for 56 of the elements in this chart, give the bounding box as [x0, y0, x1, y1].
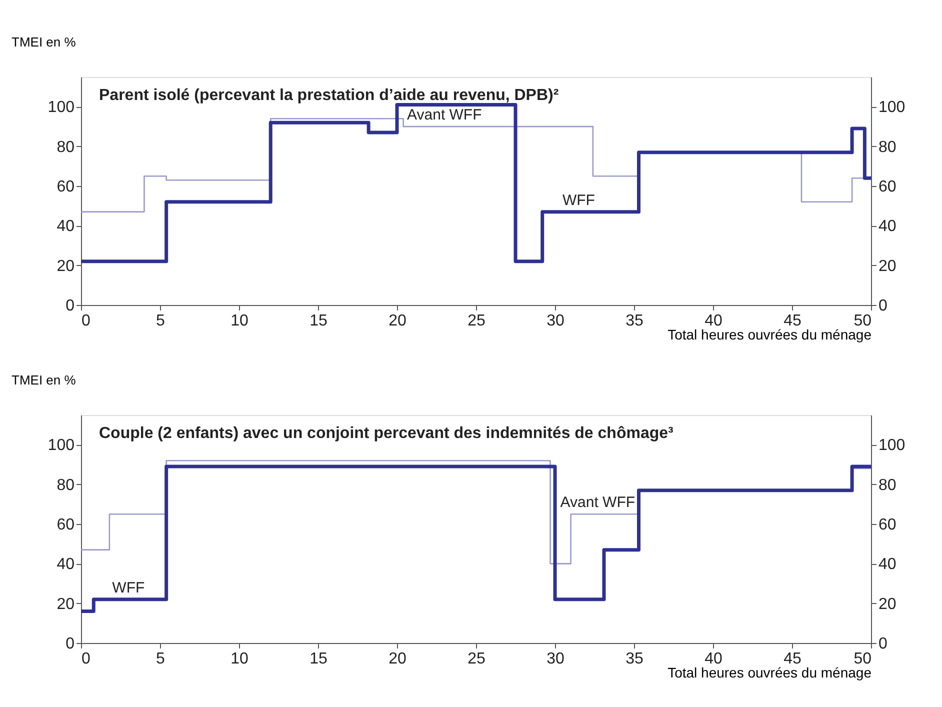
x-tick-label: 45	[784, 312, 802, 330]
y2-tick-label: 80	[878, 476, 896, 494]
x-tick-label: 45	[784, 650, 802, 668]
y-tick-label: 60	[56, 516, 75, 534]
y-tick-label: 0	[66, 298, 75, 314]
x-tick-label: 25	[468, 312, 486, 330]
x-tick-label: 0	[82, 312, 90, 330]
x-axis-title: Total heures ouvrées du ménage	[668, 326, 872, 342]
x-tick-label: 5	[156, 650, 166, 668]
annotation: Avant WFF	[560, 494, 636, 512]
x-tick-label: 0	[82, 650, 90, 668]
x-tick-label: 20	[388, 312, 406, 330]
y2-tick-label: 80	[878, 138, 896, 156]
y2-tick-label: 100	[878, 437, 906, 454]
y-tick-label: 20	[56, 258, 75, 275]
x-tick-label: 35	[626, 312, 644, 330]
annotation: WFF	[562, 192, 595, 209]
y2-tick-label: 60	[878, 516, 896, 534]
x-tick-label: 30	[546, 312, 564, 330]
y2-tick-label: 20	[878, 258, 896, 275]
y-tick-label: 80	[56, 476, 75, 494]
x-tick-label: 25	[468, 650, 486, 668]
y-tick-label: 0	[66, 636, 75, 652]
x-tick-label: 50	[854, 650, 872, 668]
y2-tick-label: 0	[878, 298, 888, 314]
annotation: Avant WFF	[407, 106, 482, 124]
x-tick-label: 5	[156, 312, 166, 330]
x-tick-label: 35	[626, 650, 644, 668]
x-axis-title: Total heures ouvrées du ménage	[668, 664, 872, 680]
x-tick-label: 10	[230, 312, 248, 330]
y-axis-title: TMEI en %	[12, 34, 76, 50]
x-tick-label: 30	[546, 650, 564, 668]
y-tick-label: 100	[48, 99, 75, 116]
y-tick-label: 100	[48, 437, 75, 454]
x-tick-label: 20	[388, 650, 406, 668]
y2-tick-label: 40	[878, 218, 896, 236]
x-tick-label: 10	[230, 650, 248, 668]
text: Couple (2 enfants) avec un conjoint percevant des indemnités de chômage³	[99, 425, 674, 442]
x-tick-label: 50	[854, 312, 872, 330]
y2-tick-label: 20	[878, 596, 896, 613]
y-tick-label: 40	[56, 556, 75, 574]
text: Parent isolé (percevant la prestation d’aide au revenu, DPB)²	[99, 87, 559, 104]
x-tick-label: 40	[704, 312, 722, 330]
annotation: WFF	[112, 579, 145, 596]
y-axis-title: TMEI en %	[12, 372, 76, 388]
y2-tick-label: 0	[878, 636, 888, 652]
y-tick-label: 60	[56, 178, 75, 196]
x-tick-label: 40	[704, 650, 722, 668]
x-tick-label: 15	[310, 650, 328, 668]
y2-tick-label: 60	[878, 178, 896, 196]
x-tick-label: 15	[310, 312, 328, 330]
y2-tick-label: 100	[878, 99, 906, 116]
y-tick-label: 80	[56, 138, 75, 156]
y-tick-label: 20	[56, 596, 75, 613]
y2-tick-label: 40	[878, 556, 896, 574]
y-tick-label: 40	[56, 218, 75, 236]
